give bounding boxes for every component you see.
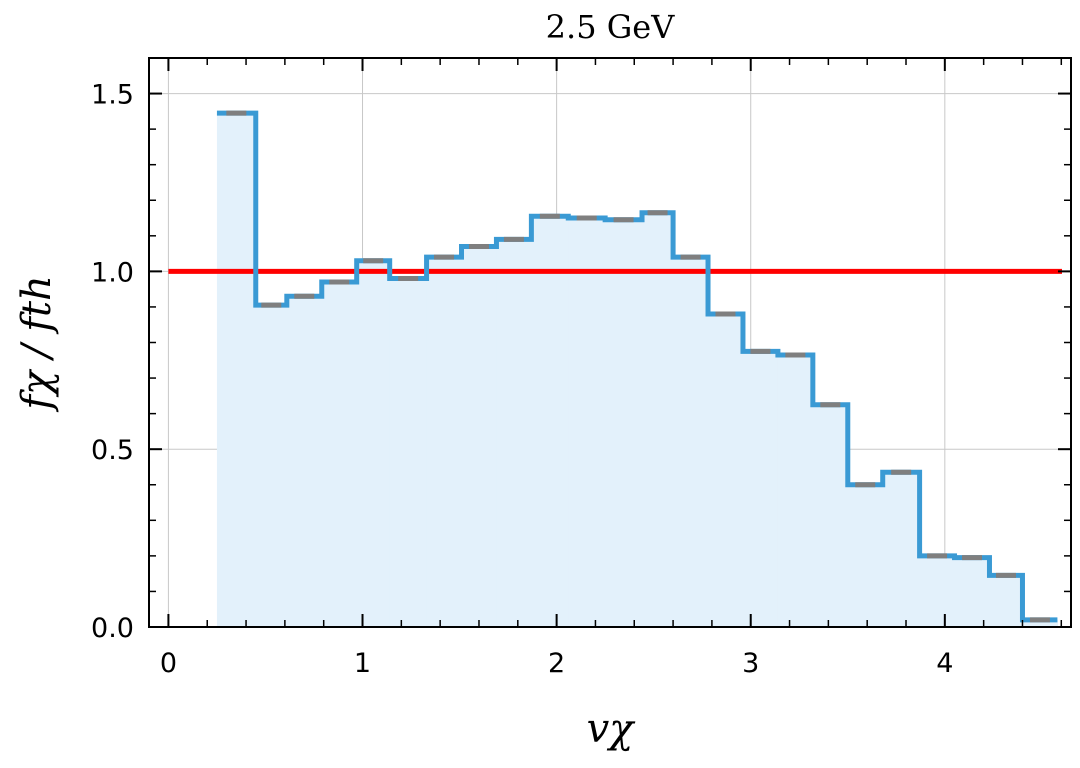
bar-fill — [426, 257, 463, 627]
bar-fill — [216, 113, 257, 627]
bar-fill — [812, 404, 849, 627]
histogram-step-line — [216, 110, 1058, 623]
bar-fill — [255, 305, 288, 627]
bar-fill — [389, 278, 428, 627]
bar-fill — [605, 219, 643, 627]
bar-fill — [568, 218, 606, 627]
bar-fill — [882, 472, 921, 627]
axis-ticks — [149, 58, 1071, 628]
bar-fill — [989, 575, 1023, 627]
bar-fill — [847, 484, 884, 627]
bar-fill — [742, 351, 779, 627]
bar-fill — [286, 296, 323, 627]
bar-fill — [954, 557, 990, 627]
tick-labels: 0 1 2 3 4 0.0 0.5 1.0 1.5 — [91, 80, 953, 679]
x-tick-label: 0 — [160, 648, 177, 679]
bar-fill — [531, 216, 569, 628]
x-tick-label: 4 — [936, 648, 953, 679]
bar-fill — [356, 260, 391, 627]
bar-fill — [321, 282, 358, 627]
bin-markers — [226, 110, 1050, 623]
bar-fill — [496, 239, 532, 627]
histogram-fill — [216, 113, 1058, 628]
histogram-step-layer — [216, 110, 1058, 623]
bar-fill — [673, 257, 709, 627]
bar-fill — [461, 246, 497, 627]
x-tick-label: 1 — [354, 648, 371, 679]
x-tick-label: 2 — [548, 648, 565, 679]
bar-fill — [777, 354, 814, 627]
x-axis-label: vχ — [587, 706, 637, 752]
y-tick-label: 1.0 — [91, 257, 134, 288]
bar-fill — [919, 555, 956, 627]
bar-fill — [642, 212, 674, 627]
bar-fill — [708, 314, 744, 627]
x-tick-label: 3 — [742, 648, 759, 679]
y-tick-label: 0.5 — [91, 435, 134, 466]
y-tick-label: 1.5 — [91, 80, 134, 111]
chart-title: 2.5 GeV — [546, 8, 676, 46]
y-tick-label: 0.0 — [91, 613, 134, 644]
bar-fill — [1022, 619, 1058, 627]
y-axis-label: fχ / fth — [14, 275, 60, 413]
